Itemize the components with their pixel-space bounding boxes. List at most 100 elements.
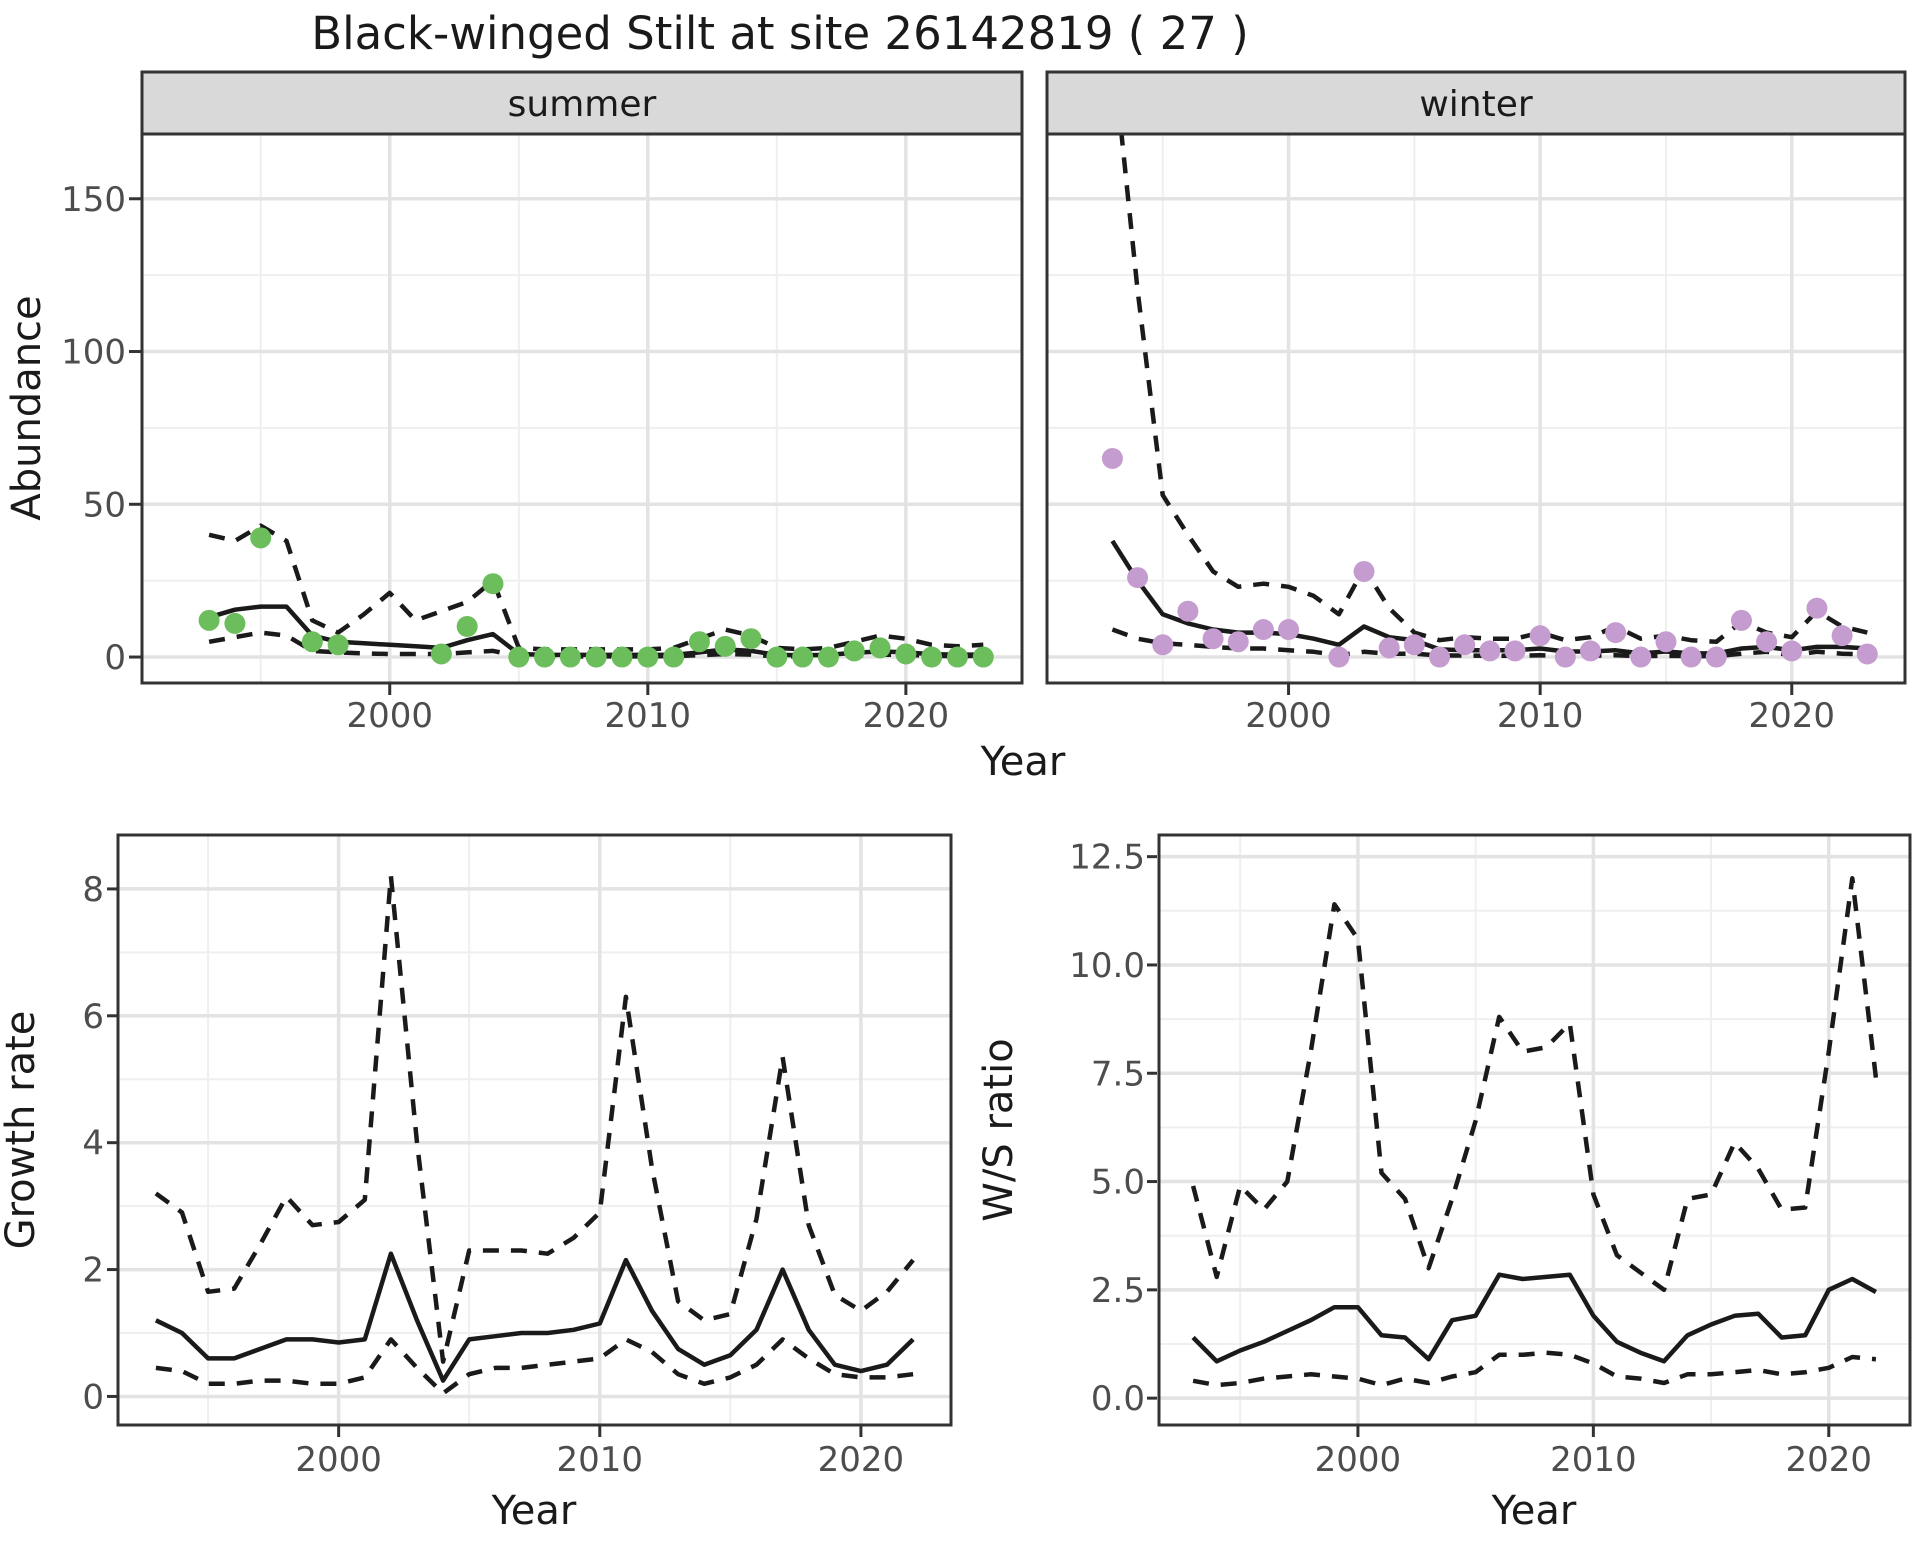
gridlines — [1159, 835, 1910, 1425]
observed-count-dot — [1756, 631, 1778, 653]
y-tick-label: 50 — [83, 485, 126, 525]
observed-count-dot — [1152, 634, 1174, 656]
x-tick-label: 2010 — [1550, 1440, 1637, 1480]
observed-count-dot — [585, 646, 607, 668]
observed-count-dot — [1479, 640, 1501, 662]
observed-count-dot — [1529, 625, 1551, 647]
y-tick-label: 2.5 — [1091, 1271, 1145, 1311]
x-tick-label: 2000 — [1315, 1440, 1402, 1480]
x-axis-title: Year — [491, 1488, 577, 1534]
observed-count-dot — [663, 646, 685, 668]
observed-points — [198, 527, 994, 668]
observed-count-dot — [792, 646, 814, 668]
observed-count-dot — [456, 615, 478, 637]
observed-count-dot — [482, 573, 504, 595]
x-tick-label: 2000 — [1245, 696, 1332, 736]
observed-count-dot — [1655, 631, 1677, 653]
panel-border — [116, 833, 953, 1427]
upper_ci-line — [1190, 876, 1879, 1293]
observed-count-dot — [1328, 646, 1350, 668]
panel-growth-rate: 2000 2010 2020 0 2 4 6 8 Growth rate Year — [0, 833, 953, 1534]
observed-count-dot — [1227, 631, 1249, 653]
observed-count-dot — [250, 527, 272, 549]
observed-count-dot — [1806, 597, 1828, 619]
fit-line — [1191, 1272, 1877, 1364]
observed-count-dot — [1831, 625, 1853, 647]
observed-count-dot — [198, 609, 220, 631]
x-tick-label: 2010 — [605, 696, 692, 736]
observed-count-dot — [559, 646, 581, 668]
y-tick-label: 150 — [61, 180, 126, 220]
panel-w-s-ratio: 2000 2010 2020 0.0 2.5 5.0 7.5 10.0 12.5 W/S rati… — [976, 833, 1912, 1534]
observed-count-dot — [1730, 609, 1752, 631]
observed-count-dot — [1605, 622, 1627, 644]
observed-count-dot — [1127, 567, 1149, 589]
gridlines — [1047, 134, 1905, 683]
lower_ci-line — [155, 1337, 914, 1396]
upper_ci-line — [154, 873, 915, 1364]
x-tick-label: 2010 — [1497, 696, 1584, 736]
observed-count-dot — [1680, 646, 1702, 668]
y-tick-label: 6 — [82, 997, 104, 1037]
x-axis-title: Year — [980, 739, 1066, 785]
observed-count-dot — [534, 646, 556, 668]
x-tick-label: 2020 — [1749, 696, 1836, 736]
y-tick-label: 0 — [82, 1377, 104, 1417]
observed-count-dot — [224, 612, 246, 634]
observed-count-dot — [921, 646, 943, 668]
observed-count-dot — [1252, 619, 1274, 641]
observed-count-dot — [972, 646, 994, 668]
observed-count-dot — [946, 646, 968, 668]
panel-summer: summer 2000 2010 2020 0 50 100 150 Abundance Year — [4, 70, 1066, 785]
observed-count-dot — [714, 635, 736, 657]
y-tick-label: 4 — [82, 1124, 104, 1164]
y-tick-label: 7.5 — [1091, 1054, 1145, 1094]
observed-count-dot — [817, 646, 839, 668]
lower_ci-line — [1192, 1350, 1877, 1388]
observed-count-dot — [1101, 447, 1123, 469]
observed-count-dot — [508, 646, 530, 668]
observed-count-dot — [1278, 619, 1300, 641]
x-tick-label: 2010 — [557, 1440, 644, 1480]
observed-count-dot — [1554, 646, 1576, 668]
observed-points — [1101, 447, 1878, 668]
y-tick-label: 5.0 — [1091, 1163, 1145, 1203]
x-tick-label: 2000 — [346, 696, 433, 736]
y-tick-label: 2 — [82, 1251, 104, 1291]
panel-background — [1047, 134, 1905, 683]
y-tick-label: 0.0 — [1091, 1379, 1145, 1419]
y-axis-title: Abundance — [4, 295, 50, 520]
series — [154, 873, 915, 1396]
facet-strip-label: summer — [508, 84, 657, 125]
observed-count-dot — [1403, 634, 1425, 656]
facet-strip — [1045, 70, 1907, 136]
observed-count-dot — [869, 637, 891, 659]
panel-background — [142, 134, 1022, 683]
x-tick-label: 2020 — [863, 696, 950, 736]
observed-count-dot — [740, 628, 762, 650]
y-axis-title: W/S ratio — [976, 1038, 1022, 1221]
panel-border — [1157, 833, 1912, 1427]
observed-count-dot — [1705, 646, 1727, 668]
observed-count-dot — [895, 643, 917, 665]
observed-count-dot — [430, 643, 452, 665]
y-tick-label: 8 — [82, 870, 104, 910]
fit-line — [154, 1251, 915, 1383]
facet-strip — [140, 70, 1024, 136]
x-tick-label: 2000 — [295, 1440, 382, 1480]
observed-count-dot — [1856, 643, 1878, 665]
y-tick-label: 10.0 — [1069, 946, 1145, 986]
observed-count-dot — [766, 646, 788, 668]
observed-count-dot — [1378, 637, 1400, 659]
observed-count-dot — [637, 646, 659, 668]
observed-count-dot — [1429, 646, 1451, 668]
observed-count-dot — [301, 631, 323, 653]
x-axis-title: Year — [1491, 1488, 1577, 1534]
observed-count-dot — [327, 634, 349, 656]
observed-count-dot — [1579, 640, 1601, 662]
y-tick-label: 12.5 — [1069, 838, 1145, 878]
observed-count-dot — [1781, 640, 1803, 662]
observed-count-dot — [1353, 560, 1375, 582]
